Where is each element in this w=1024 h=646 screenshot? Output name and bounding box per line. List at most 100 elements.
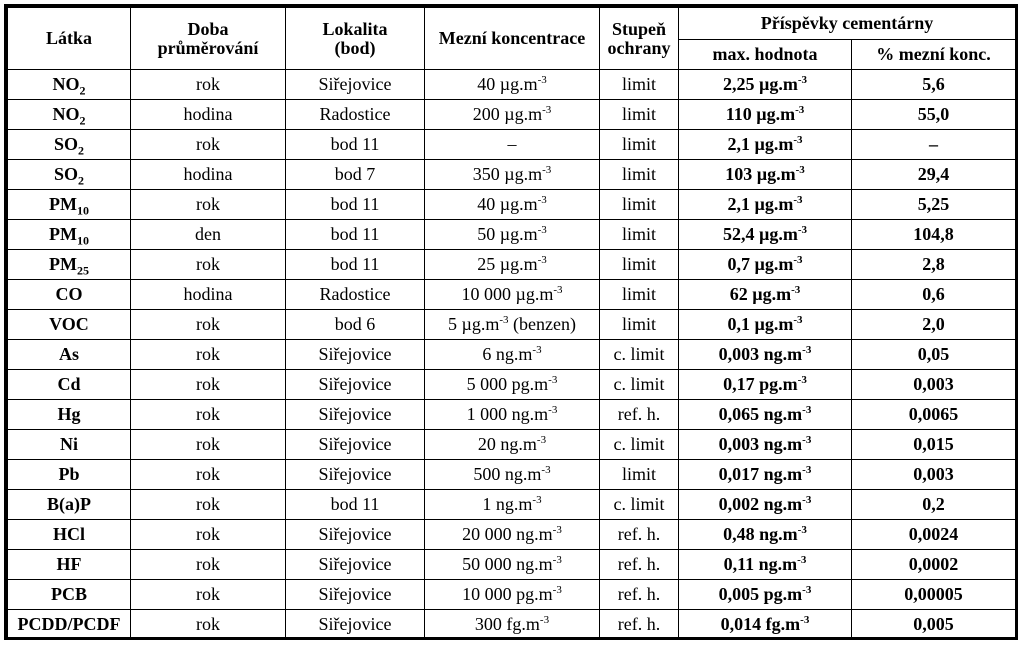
cell-mezni: 5 000 pg.m-3 (424, 369, 600, 400)
max-value: 62 µg.m (729, 284, 792, 305)
max-exponent: -3 (793, 254, 803, 267)
substance-name: HCl (52, 524, 85, 545)
cell-procenta: 29,4 (851, 159, 1016, 190)
substance-subscript: 25 (76, 263, 89, 278)
cell-lokalita: Siřejovice (285, 339, 425, 370)
cell-stupen: limit (599, 189, 679, 220)
max-value: 0,48 ng.m (723, 524, 798, 545)
cell-doba: rok (130, 249, 286, 280)
cell-lokalita: bod 6 (285, 309, 425, 340)
header-stupen-line2: ochrany (607, 37, 671, 58)
limit-exponent: -3 (499, 314, 509, 327)
cell-procenta: 104,8 (851, 219, 1016, 250)
table-row: PM10 rok bod 11 40 µg.m-3 limit 2,1 µg.m-3 5,2… (7, 189, 1016, 220)
cell-max-hodnota: 0,1 µg.m-3 (678, 309, 852, 340)
cell-doba: hodina (130, 99, 286, 130)
cell-doba: rok (130, 489, 286, 520)
table-row: NO2 hodina Radostice 200 µg.m-3 limit 110 µg.… (7, 99, 1016, 130)
cell-doba: rok (130, 189, 286, 220)
cell-lokalita: bod 11 (285, 249, 425, 280)
header-lokalita-line1: Lokalita (322, 18, 388, 39)
cell-stupen: c. limit (599, 429, 679, 460)
limit-value: 25 µg.m (477, 254, 538, 275)
cell-latka: CO (7, 279, 131, 310)
limit-exponent: -3 (541, 464, 551, 477)
cell-stupen: limit (599, 279, 679, 310)
cell-max-hodnota: 0,48 ng.m-3 (678, 519, 852, 550)
cell-procenta: 0,2 (851, 489, 1016, 520)
cell-lokalita: bod 11 (285, 129, 425, 160)
cell-max-hodnota: 0,005 pg.m-3 (678, 579, 852, 610)
cell-mezni: 6 ng.m-3 (424, 339, 600, 370)
substance-subscript: 10 (76, 233, 89, 248)
cell-lokalita: Siřejovice (285, 399, 425, 430)
cell-max-hodnota: 52,4 µg.m-3 (678, 219, 852, 250)
substance-name: PM (49, 224, 77, 245)
cell-latka: PM25 (7, 249, 131, 280)
cell-procenta: 0,0002 (851, 549, 1016, 580)
cell-procenta: 5,6 (851, 69, 1016, 100)
cell-stupen: limit (599, 99, 679, 130)
substance-name: PCDD/PCDF (17, 614, 121, 635)
max-value: 2,25 µg.m (722, 74, 798, 95)
header-stupen-ochrany: Stupeň ochrany (599, 7, 679, 70)
limit-value: 5 000 pg.m (466, 374, 549, 395)
table-row: PM25 rok bod 11 25 µg.m-3 limit 0,7 µg.m-3 2,8 (7, 249, 1016, 280)
cell-stupen: c. limit (599, 369, 679, 400)
limit-exponent: -3 (537, 224, 547, 237)
table-row: Hg rok Siřejovice 1 000 ng.m-3 ref. h. 0,065 … (7, 399, 1016, 430)
header-latka: Látka (7, 7, 131, 70)
max-value: 0,7 µg.m (727, 254, 794, 275)
cell-max-hodnota: 2,1 µg.m-3 (678, 189, 852, 220)
substance-name: CO (55, 284, 83, 305)
substance-subscript: 2 (79, 113, 86, 128)
max-exponent: -3 (795, 104, 805, 117)
max-value: 2,1 µg.m (727, 134, 794, 155)
cell-stupen: ref. h. (599, 399, 679, 430)
max-value: 0,17 pg.m (723, 374, 798, 395)
cell-latka: PM10 (7, 189, 131, 220)
cell-doba: rok (130, 129, 286, 160)
cell-stupen: c. limit (599, 489, 679, 520)
cell-latka: Hg (7, 399, 131, 430)
cell-stupen: c. limit (599, 339, 679, 370)
table-row: NO2 rok Siřejovice 40 µg.m-3 limit 2,25 µg.m-… (7, 69, 1016, 100)
header-mezni-koncentrace: Mezní koncentrace (424, 7, 600, 70)
max-exponent: -3 (797, 524, 807, 537)
substance-name: NO (52, 104, 80, 125)
cell-mezni: 20 ng.m-3 (424, 429, 600, 460)
header-prispevky-cementarny: Příspěvky cementárny (678, 7, 1016, 40)
limit-value: 200 µg.m (472, 104, 543, 125)
table-row: Pb rok Siřejovice 500 ng.m-3 limit 0,017 ng.m… (7, 459, 1016, 490)
limit-value: 50 000 ng.m (462, 554, 553, 575)
cell-latka: NO2 (7, 99, 131, 130)
cell-procenta: 0,003 (851, 369, 1016, 400)
limit-exponent: -3 (553, 284, 563, 297)
limit-exponent: -3 (552, 524, 562, 537)
substance-name: Cd (57, 374, 81, 395)
limit-exponent: -3 (552, 584, 562, 597)
cell-stupen: ref. h. (599, 519, 679, 550)
cell-mezni: – (424, 129, 600, 160)
cell-stupen: limit (599, 219, 679, 250)
limit-exponent: -3 (532, 344, 542, 357)
cell-mezni: 40 µg.m-3 (424, 189, 600, 220)
cell-lokalita: bod 11 (285, 189, 425, 220)
max-value: 0,003 ng.m (718, 434, 803, 455)
table-row: Ni rok Siřejovice 20 ng.m-3 c. limit 0,003 ng… (7, 429, 1016, 460)
cell-max-hodnota: 2,25 µg.m-3 (678, 69, 852, 100)
cell-lokalita: Siřejovice (285, 69, 425, 100)
max-value: 0,017 ng.m (718, 464, 803, 485)
max-exponent: -3 (793, 194, 803, 207)
limit-exponent: -3 (542, 164, 552, 177)
cell-lokalita: Siřejovice (285, 579, 425, 610)
table-row: Cd rok Siřejovice 5 000 pg.m-3 c. limit 0,17 … (7, 369, 1016, 400)
header-procenta-mezni: % mezní konc. (851, 39, 1016, 70)
cell-lokalita: Siřejovice (285, 519, 425, 550)
emissions-table: Látka Doba průměrování Lokalita (bod) Mezn… (7, 7, 1016, 640)
cell-latka: SO2 (7, 159, 131, 190)
cell-max-hodnota: 62 µg.m-3 (678, 279, 852, 310)
cell-procenta: 2,0 (851, 309, 1016, 340)
cell-mezni: 50 µg.m-3 (424, 219, 600, 250)
limit-value: – (507, 134, 517, 155)
